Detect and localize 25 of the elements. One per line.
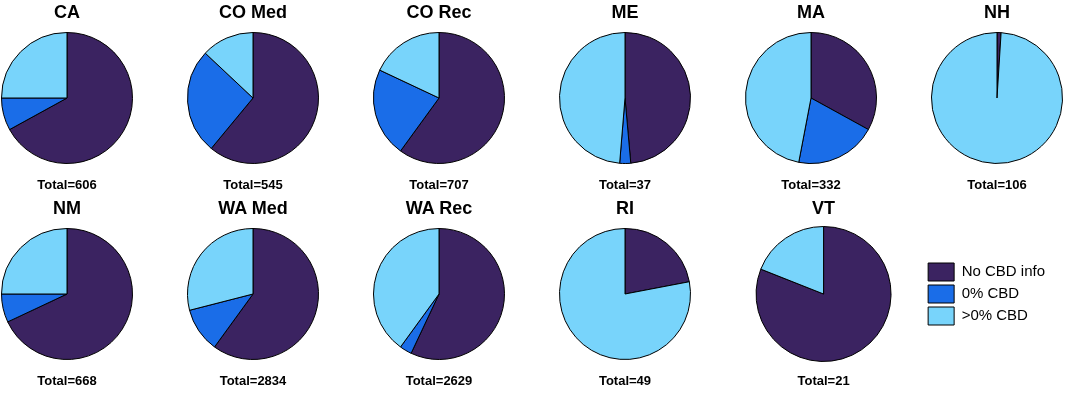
text: Total=606 [37,177,97,193]
text: Total=707 [409,177,469,193]
text: Total=21 [797,373,850,389]
chart-title: CO Rec [406,1,472,22]
chart-title: CO Med [218,1,288,22]
chart-title: RI [616,197,634,218]
chart-title: NM [53,197,81,218]
text: Total=37 [598,177,652,193]
chart-title: MA [797,1,825,22]
text: Total=49 [598,373,652,389]
chart-title: ME [611,1,639,22]
text: Total=2629 [405,373,473,389]
chart-title: VT [812,197,836,218]
chart-title: WA Rec [405,197,473,218]
text: Total=332 [781,177,841,193]
legend-label: 0% CBD [961,284,1020,302]
text: Total=106 [967,177,1027,193]
text: Total=2834 [219,373,288,389]
chart-title: WA Med [218,197,288,218]
text: Total=668 [37,373,97,389]
chart-title: NH [984,1,1010,22]
chart-title: CA [54,1,80,22]
legend-label: >0% CBD [961,306,1029,324]
text: Total=545 [223,177,283,193]
legend-label: No CBD info [961,262,1046,280]
